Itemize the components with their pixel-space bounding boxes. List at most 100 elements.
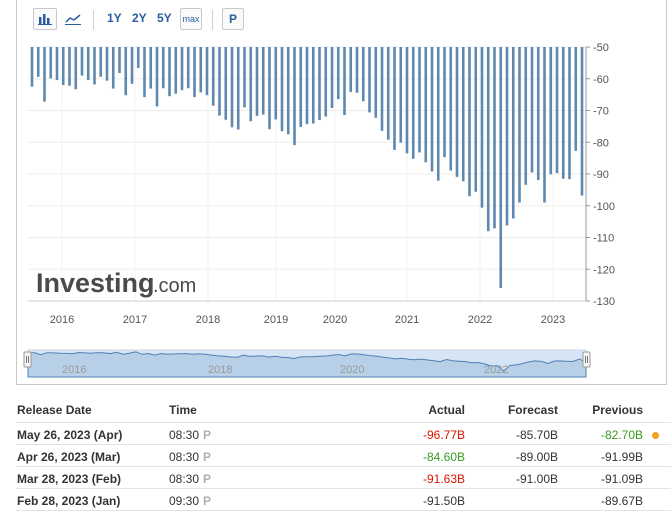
range-1y-button[interactable]: 1Y (107, 11, 122, 25)
bar[interactable] (105, 47, 109, 81)
bar[interactable] (568, 47, 571, 180)
bar[interactable] (149, 47, 153, 89)
bar[interactable] (424, 47, 428, 163)
bar[interactable] (261, 47, 265, 115)
bar[interactable] (555, 47, 559, 174)
bar[interactable] (418, 47, 421, 153)
bar[interactable] (68, 47, 71, 86)
bar[interactable] (49, 47, 53, 79)
bar[interactable] (536, 47, 540, 181)
bar[interactable] (186, 47, 190, 89)
bar[interactable] (449, 47, 453, 171)
bar[interactable] (474, 47, 478, 192)
bar[interactable] (168, 47, 171, 97)
bar[interactable] (386, 47, 390, 140)
bar[interactable] (355, 47, 359, 93)
bar[interactable] (180, 47, 184, 91)
bar[interactable] (80, 47, 84, 76)
bar[interactable] (549, 47, 553, 175)
bar[interactable] (74, 47, 78, 90)
bar[interactable] (118, 47, 121, 74)
bar[interactable] (574, 47, 578, 151)
bar[interactable] (318, 47, 321, 121)
release-time: 08:30 P (169, 428, 211, 442)
bar[interactable] (280, 47, 284, 132)
bar[interactable] (336, 47, 340, 100)
bar[interactable] (349, 47, 353, 93)
bar[interactable] (430, 47, 434, 172)
bar[interactable] (455, 47, 459, 177)
bar[interactable] (30, 47, 34, 87)
bar[interactable] (511, 47, 515, 219)
bar[interactable] (493, 47, 496, 229)
bar[interactable] (361, 47, 365, 102)
bar[interactable] (299, 47, 303, 128)
bar[interactable] (443, 47, 446, 158)
navigator-right-handle[interactable] (582, 351, 591, 368)
bar[interactable] (174, 47, 178, 94)
bar[interactable] (311, 47, 315, 124)
bar[interactable] (249, 47, 253, 122)
bar[interactable] (130, 47, 134, 84)
range-2y-button[interactable]: 2Y (132, 11, 147, 25)
bar[interactable] (224, 47, 228, 120)
bar[interactable] (155, 47, 159, 107)
bar[interactable] (461, 47, 465, 182)
bar[interactable] (505, 47, 509, 226)
bar-chart-button[interactable] (33, 8, 57, 30)
bar[interactable] (405, 47, 409, 154)
line-chart-button[interactable] (61, 8, 85, 30)
bar[interactable] (530, 47, 534, 173)
bar[interactable] (380, 47, 384, 131)
bar[interactable] (268, 47, 271, 130)
bar[interactable] (274, 47, 278, 120)
bar[interactable] (55, 47, 59, 81)
bar[interactable] (343, 47, 346, 115)
range-navigator[interactable]: 2016 2018 2020 2022 (0, 342, 671, 382)
bar[interactable] (199, 47, 203, 93)
bar[interactable] (205, 47, 209, 96)
bar[interactable] (230, 47, 234, 128)
bar[interactable] (330, 47, 334, 108)
bar[interactable] (368, 47, 371, 113)
bar[interactable] (86, 47, 90, 81)
bar[interactable] (136, 47, 140, 68)
bar[interactable] (243, 47, 246, 108)
bar[interactable] (580, 47, 584, 196)
bar[interactable] (393, 47, 396, 150)
bar[interactable] (374, 47, 378, 118)
bar[interactable] (61, 47, 65, 86)
p-toggle-button[interactable]: P (222, 8, 244, 30)
bar[interactable] (543, 47, 546, 203)
bar[interactable] (411, 47, 415, 159)
bar[interactable] (561, 47, 565, 179)
bar[interactable] (324, 47, 328, 117)
bar[interactable] (305, 47, 309, 125)
bar[interactable] (143, 47, 146, 98)
bar[interactable] (211, 47, 215, 106)
navigator-left-handle[interactable] (23, 351, 32, 368)
bar[interactable] (486, 47, 490, 232)
bar[interactable] (468, 47, 471, 197)
bar[interactable] (111, 47, 115, 89)
bar[interactable] (524, 47, 528, 185)
bar[interactable] (36, 47, 40, 77)
bar[interactable] (436, 47, 440, 181)
bar[interactable] (236, 47, 240, 130)
bar[interactable] (518, 47, 521, 203)
bar[interactable] (124, 47, 128, 96)
bar[interactable] (255, 47, 259, 116)
bar[interactable] (93, 47, 96, 85)
bar[interactable] (43, 47, 46, 102)
bar[interactable] (218, 47, 221, 116)
bar[interactable] (399, 47, 403, 143)
bar[interactable] (99, 47, 103, 77)
bar[interactable] (499, 47, 503, 288)
bar[interactable] (480, 47, 484, 208)
bar[interactable] (286, 47, 290, 135)
bar[interactable] (161, 47, 165, 89)
range-max-button[interactable]: max (180, 8, 202, 30)
bar[interactable] (193, 47, 196, 98)
bar[interactable] (293, 47, 296, 146)
range-5y-button[interactable]: 5Y (157, 11, 172, 25)
